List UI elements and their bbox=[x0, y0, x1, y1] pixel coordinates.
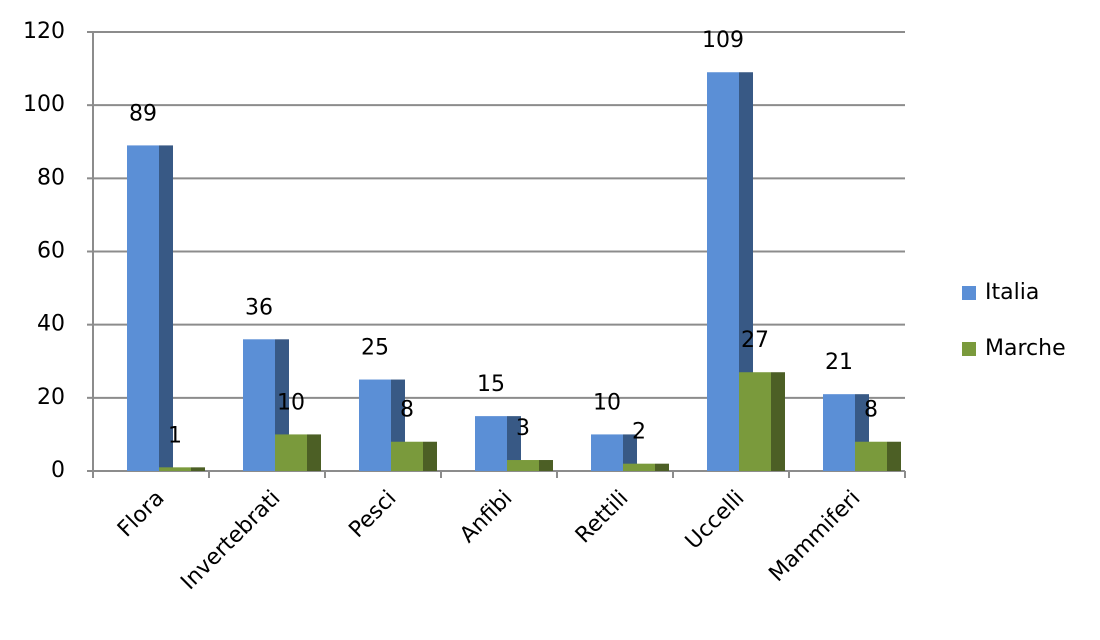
y-tick-label: 40 bbox=[37, 312, 65, 337]
bar-side bbox=[623, 434, 637, 471]
bar-side bbox=[507, 416, 521, 471]
bar bbox=[591, 434, 637, 471]
bar-front bbox=[707, 72, 739, 471]
data-label: 10 bbox=[593, 390, 621, 415]
legend-swatch bbox=[962, 286, 976, 300]
y-tick-label: 80 bbox=[37, 165, 65, 190]
bar bbox=[855, 441, 901, 471]
bar-side bbox=[771, 372, 785, 471]
x-tick-label: Invertebrati bbox=[176, 486, 285, 595]
bar-side bbox=[423, 441, 437, 471]
bar bbox=[707, 72, 753, 471]
data-label: 1 bbox=[168, 423, 182, 448]
bar-side bbox=[159, 145, 173, 472]
data-label: 25 bbox=[361, 336, 389, 361]
data-label: 8 bbox=[864, 398, 878, 423]
data-label: 89 bbox=[129, 101, 157, 126]
data-label: 8 bbox=[400, 398, 414, 423]
bar-side bbox=[655, 463, 669, 471]
x-tick-label: Uccelli bbox=[681, 486, 750, 555]
bar bbox=[507, 460, 553, 471]
x-tick-label: Anfibi bbox=[455, 486, 517, 548]
bar-side bbox=[887, 441, 901, 471]
bar-front bbox=[127, 145, 159, 472]
y-tick-label: 60 bbox=[37, 239, 65, 264]
bar-front bbox=[623, 463, 655, 471]
data-label: 36 bbox=[245, 295, 273, 320]
bar-front bbox=[359, 379, 391, 471]
bar-side bbox=[191, 467, 205, 471]
data-label: 109 bbox=[702, 28, 744, 53]
bar bbox=[391, 441, 437, 471]
data-label: 10 bbox=[277, 390, 305, 415]
data-label: 27 bbox=[741, 328, 769, 353]
bar-side bbox=[739, 72, 753, 471]
bar bbox=[739, 372, 785, 471]
x-tick-label: Mammiferi bbox=[764, 486, 865, 587]
bar-side bbox=[307, 434, 321, 471]
bar-front bbox=[159, 467, 191, 471]
bar bbox=[475, 416, 521, 471]
bar bbox=[159, 467, 205, 471]
legend-label: Marche bbox=[985, 336, 1066, 361]
bar-front bbox=[243, 339, 275, 471]
bar-front bbox=[823, 394, 855, 471]
y-tick-label: 20 bbox=[37, 385, 65, 410]
data-label: 21 bbox=[825, 350, 853, 375]
bar bbox=[127, 145, 173, 472]
bar bbox=[275, 434, 321, 471]
bar bbox=[243, 339, 289, 471]
bar bbox=[623, 463, 669, 471]
legend-label: Italia bbox=[985, 280, 1039, 305]
y-tick-label: 0 bbox=[51, 458, 65, 483]
bar-front bbox=[591, 434, 623, 471]
y-tick-label: 100 bbox=[23, 92, 65, 117]
data-label: 2 bbox=[632, 420, 646, 445]
y-tick-label: 120 bbox=[23, 19, 65, 44]
bar-front bbox=[275, 434, 307, 471]
bar-front bbox=[739, 372, 771, 471]
x-tick-label: Pesci bbox=[344, 486, 401, 543]
bar bbox=[823, 394, 869, 471]
bar-front bbox=[855, 441, 887, 471]
bar-front bbox=[507, 460, 539, 471]
legend-swatch bbox=[962, 342, 976, 356]
data-label: 15 bbox=[477, 372, 505, 397]
bar-front bbox=[475, 416, 507, 471]
x-tick-label: Rettili bbox=[571, 486, 634, 549]
data-label: 3 bbox=[516, 416, 530, 441]
bar-side bbox=[539, 460, 553, 471]
x-tick-label: Flora bbox=[113, 486, 169, 542]
bar-front bbox=[391, 441, 423, 471]
